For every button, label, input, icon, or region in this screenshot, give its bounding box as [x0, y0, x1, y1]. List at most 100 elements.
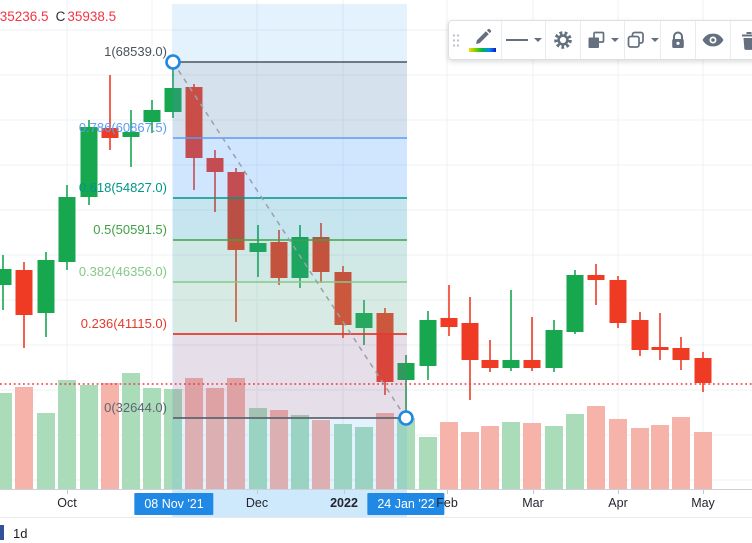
- bottom-bar: 1d: [0, 517, 752, 543]
- volume-bar: [651, 425, 669, 489]
- candle-body: [566, 275, 584, 332]
- fib-label-0: 0(32644.0): [104, 400, 167, 415]
- candle-body: [651, 347, 669, 350]
- toolbar-separator: [730, 21, 731, 59]
- toolbar-separator: [545, 21, 546, 59]
- volume-bar: [249, 408, 267, 489]
- volume-bar: [609, 419, 627, 489]
- fib-band: [173, 138, 407, 198]
- volume-bar: [37, 413, 55, 489]
- volume-bar: [461, 432, 479, 489]
- volume-bar: [419, 437, 437, 489]
- candle-body: [672, 348, 690, 360]
- chevron-down-icon: [534, 38, 542, 42]
- fib-range-highlight: [172, 4, 407, 489]
- candle-body: [185, 87, 203, 158]
- fib-anchor-handle[interactable]: [398, 410, 414, 426]
- volume-bar: [206, 388, 224, 489]
- axis-tick: [344, 490, 345, 494]
- axis-tick: [533, 490, 534, 494]
- axis-tick: [618, 490, 619, 494]
- volume-bar: [397, 418, 415, 489]
- legend-close-label: C: [55, 9, 66, 24]
- legend-close-value: 35938.5: [67, 9, 117, 24]
- volume-bar: [58, 380, 76, 489]
- axis-tick: [703, 490, 704, 494]
- candle-body: [227, 172, 245, 250]
- copy-icon: [627, 31, 644, 48]
- volume-bar: [587, 406, 605, 489]
- fib-label-0.236: 0.236(41115.0): [80, 316, 167, 331]
- candle-body: [101, 128, 119, 138]
- volume-bar: [312, 420, 330, 489]
- volume-bar: [80, 385, 98, 489]
- fib-band: [173, 240, 407, 282]
- volume-bar: [291, 415, 309, 489]
- fib-trend-line: [172, 61, 407, 419]
- fib-label-0.786: 0.786(60867.5): [78, 120, 167, 135]
- candle-body: [545, 330, 563, 368]
- drawing-toolbar: [448, 20, 752, 60]
- template-button[interactable]: [581, 21, 624, 59]
- visibility-button[interactable]: [696, 21, 730, 59]
- gear-icon: [554, 31, 572, 49]
- candle-body: [164, 88, 182, 112]
- volume-bar: [672, 417, 690, 489]
- volume-bar: [376, 413, 394, 489]
- axis-label: Apr: [608, 496, 628, 510]
- axis-label: Feb: [436, 496, 458, 510]
- fib-band: [173, 62, 407, 138]
- toolbar-drag-handle[interactable]: [449, 21, 463, 59]
- candle-body: [58, 197, 76, 262]
- candle-body: [397, 363, 415, 380]
- candle-body: [481, 360, 499, 368]
- fib-band: [173, 198, 407, 240]
- candle-body: [694, 358, 712, 383]
- candle-body: [206, 158, 224, 172]
- axis-tick: [257, 490, 258, 494]
- axis-label: Oct: [57, 496, 77, 510]
- volume-bar: [502, 422, 520, 489]
- candle-body: [334, 272, 352, 325]
- volume-bar: [101, 383, 119, 489]
- volume-bar: [143, 388, 161, 489]
- candle-body: [461, 323, 479, 360]
- volume-bar: [523, 423, 541, 489]
- axis-date-chip: 08 Nov '21: [134, 493, 214, 515]
- fib-label-0.618: 0.618(54827.0): [78, 180, 167, 195]
- candle-body: [270, 242, 288, 278]
- axis-date-chip: 24 Jan '22: [367, 493, 445, 515]
- delete-button[interactable]: [731, 21, 752, 59]
- interval-icon: [0, 525, 4, 540]
- candle-body: [587, 275, 605, 280]
- volume-bar: [355, 427, 373, 489]
- candle-body: [376, 313, 394, 382]
- fib-anchor-handle[interactable]: [165, 54, 181, 70]
- axis-label: May: [691, 496, 715, 510]
- fib-label-0.382: 0.382(46356.0): [78, 264, 167, 279]
- volume-bar: [185, 378, 203, 489]
- volume-bar: [164, 389, 182, 489]
- line-style-button[interactable]: [502, 21, 545, 59]
- candle-body: [37, 260, 55, 313]
- trash-icon: [742, 32, 752, 50]
- interval-label[interactable]: 1d: [13, 526, 28, 541]
- candle-body: [631, 320, 649, 350]
- settings-button[interactable]: [546, 21, 580, 59]
- color-picker-button[interactable]: [463, 21, 501, 59]
- fib-band: [173, 334, 407, 418]
- toolbar-separator: [580, 21, 581, 59]
- volume-bar: [122, 373, 140, 489]
- candle-body: [440, 318, 458, 327]
- price-chart[interactable]: [0, 0, 752, 489]
- candle-body: [355, 313, 373, 328]
- clone-button[interactable]: [625, 21, 660, 59]
- volume-bar: [227, 378, 245, 489]
- time-axis[interactable]: Oct 08 Nov '21 Dec 2022 24 Jan '22 Feb Mar Apr M…: [0, 489, 752, 518]
- legend-low-value: 35236.5: [0, 9, 49, 24]
- fib-label-1: 1(68539.0): [104, 44, 167, 59]
- candle-body: [523, 360, 541, 368]
- lock-button[interactable]: [661, 21, 695, 59]
